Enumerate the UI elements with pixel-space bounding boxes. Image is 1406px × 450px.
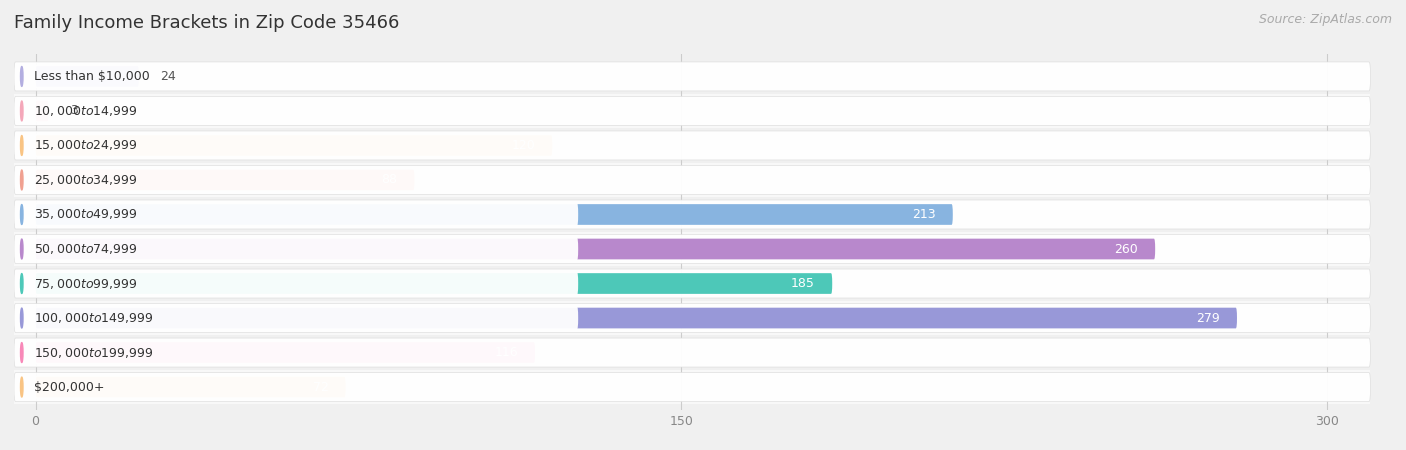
FancyBboxPatch shape	[35, 342, 536, 363]
Text: $25,000 to $34,999: $25,000 to $34,999	[34, 173, 138, 187]
Bar	[0, 128, 1371, 163]
FancyBboxPatch shape	[14, 200, 1371, 229]
Text: Family Income Brackets in Zip Code 35466: Family Income Brackets in Zip Code 35466	[14, 14, 399, 32]
Circle shape	[21, 342, 22, 363]
Text: 116: 116	[495, 346, 517, 359]
Text: Source: ZipAtlas.com: Source: ZipAtlas.com	[1258, 14, 1392, 27]
Text: $35,000 to $49,999: $35,000 to $49,999	[34, 207, 138, 221]
FancyBboxPatch shape	[35, 204, 953, 225]
Text: 24: 24	[160, 70, 176, 83]
Text: 3: 3	[70, 104, 77, 117]
FancyBboxPatch shape	[18, 376, 578, 398]
FancyBboxPatch shape	[18, 341, 578, 364]
Text: $15,000 to $24,999: $15,000 to $24,999	[34, 139, 138, 153]
FancyBboxPatch shape	[35, 170, 415, 190]
Text: 88: 88	[381, 174, 398, 186]
FancyBboxPatch shape	[35, 238, 1156, 259]
Bar	[0, 163, 1371, 197]
FancyBboxPatch shape	[14, 234, 1371, 264]
FancyBboxPatch shape	[35, 101, 49, 122]
Text: $50,000 to $74,999: $50,000 to $74,999	[34, 242, 138, 256]
Text: $100,000 to $149,999: $100,000 to $149,999	[34, 311, 153, 325]
Text: $200,000+: $200,000+	[34, 381, 104, 394]
FancyBboxPatch shape	[35, 135, 553, 156]
FancyBboxPatch shape	[18, 306, 578, 329]
FancyBboxPatch shape	[18, 169, 578, 191]
Circle shape	[21, 239, 22, 259]
FancyBboxPatch shape	[14, 338, 1371, 367]
Circle shape	[21, 377, 22, 397]
FancyBboxPatch shape	[35, 377, 346, 397]
Text: 279: 279	[1197, 311, 1220, 324]
Text: Less than $10,000: Less than $10,000	[34, 70, 149, 83]
Text: 72: 72	[312, 381, 329, 394]
FancyBboxPatch shape	[14, 269, 1371, 298]
Text: 185: 185	[792, 277, 815, 290]
FancyBboxPatch shape	[18, 65, 578, 88]
Circle shape	[21, 135, 22, 155]
Text: 213: 213	[912, 208, 935, 221]
Bar	[0, 232, 1371, 266]
Circle shape	[21, 205, 22, 225]
Circle shape	[21, 67, 22, 86]
Text: $150,000 to $199,999: $150,000 to $199,999	[34, 346, 153, 360]
FancyBboxPatch shape	[18, 238, 578, 261]
Text: $75,000 to $99,999: $75,000 to $99,999	[34, 276, 138, 291]
FancyBboxPatch shape	[14, 166, 1371, 194]
Bar	[0, 197, 1371, 232]
Circle shape	[21, 274, 22, 293]
Circle shape	[21, 101, 22, 121]
Text: $10,000 to $14,999: $10,000 to $14,999	[34, 104, 138, 118]
Circle shape	[21, 308, 22, 328]
Text: 120: 120	[512, 139, 536, 152]
FancyBboxPatch shape	[18, 203, 578, 226]
Bar	[0, 370, 1371, 404]
FancyBboxPatch shape	[35, 273, 832, 294]
FancyBboxPatch shape	[14, 62, 1371, 91]
FancyBboxPatch shape	[14, 96, 1371, 126]
FancyBboxPatch shape	[14, 373, 1371, 401]
FancyBboxPatch shape	[14, 304, 1371, 333]
Bar	[0, 59, 1371, 94]
Bar	[0, 301, 1371, 335]
FancyBboxPatch shape	[18, 99, 578, 122]
Bar	[0, 335, 1371, 370]
Circle shape	[21, 170, 22, 190]
FancyBboxPatch shape	[14, 131, 1371, 160]
Text: 260: 260	[1114, 243, 1137, 256]
FancyBboxPatch shape	[18, 134, 578, 157]
FancyBboxPatch shape	[18, 272, 578, 295]
FancyBboxPatch shape	[35, 66, 139, 87]
Bar	[0, 94, 1371, 128]
FancyBboxPatch shape	[35, 308, 1237, 328]
Bar	[0, 266, 1371, 301]
